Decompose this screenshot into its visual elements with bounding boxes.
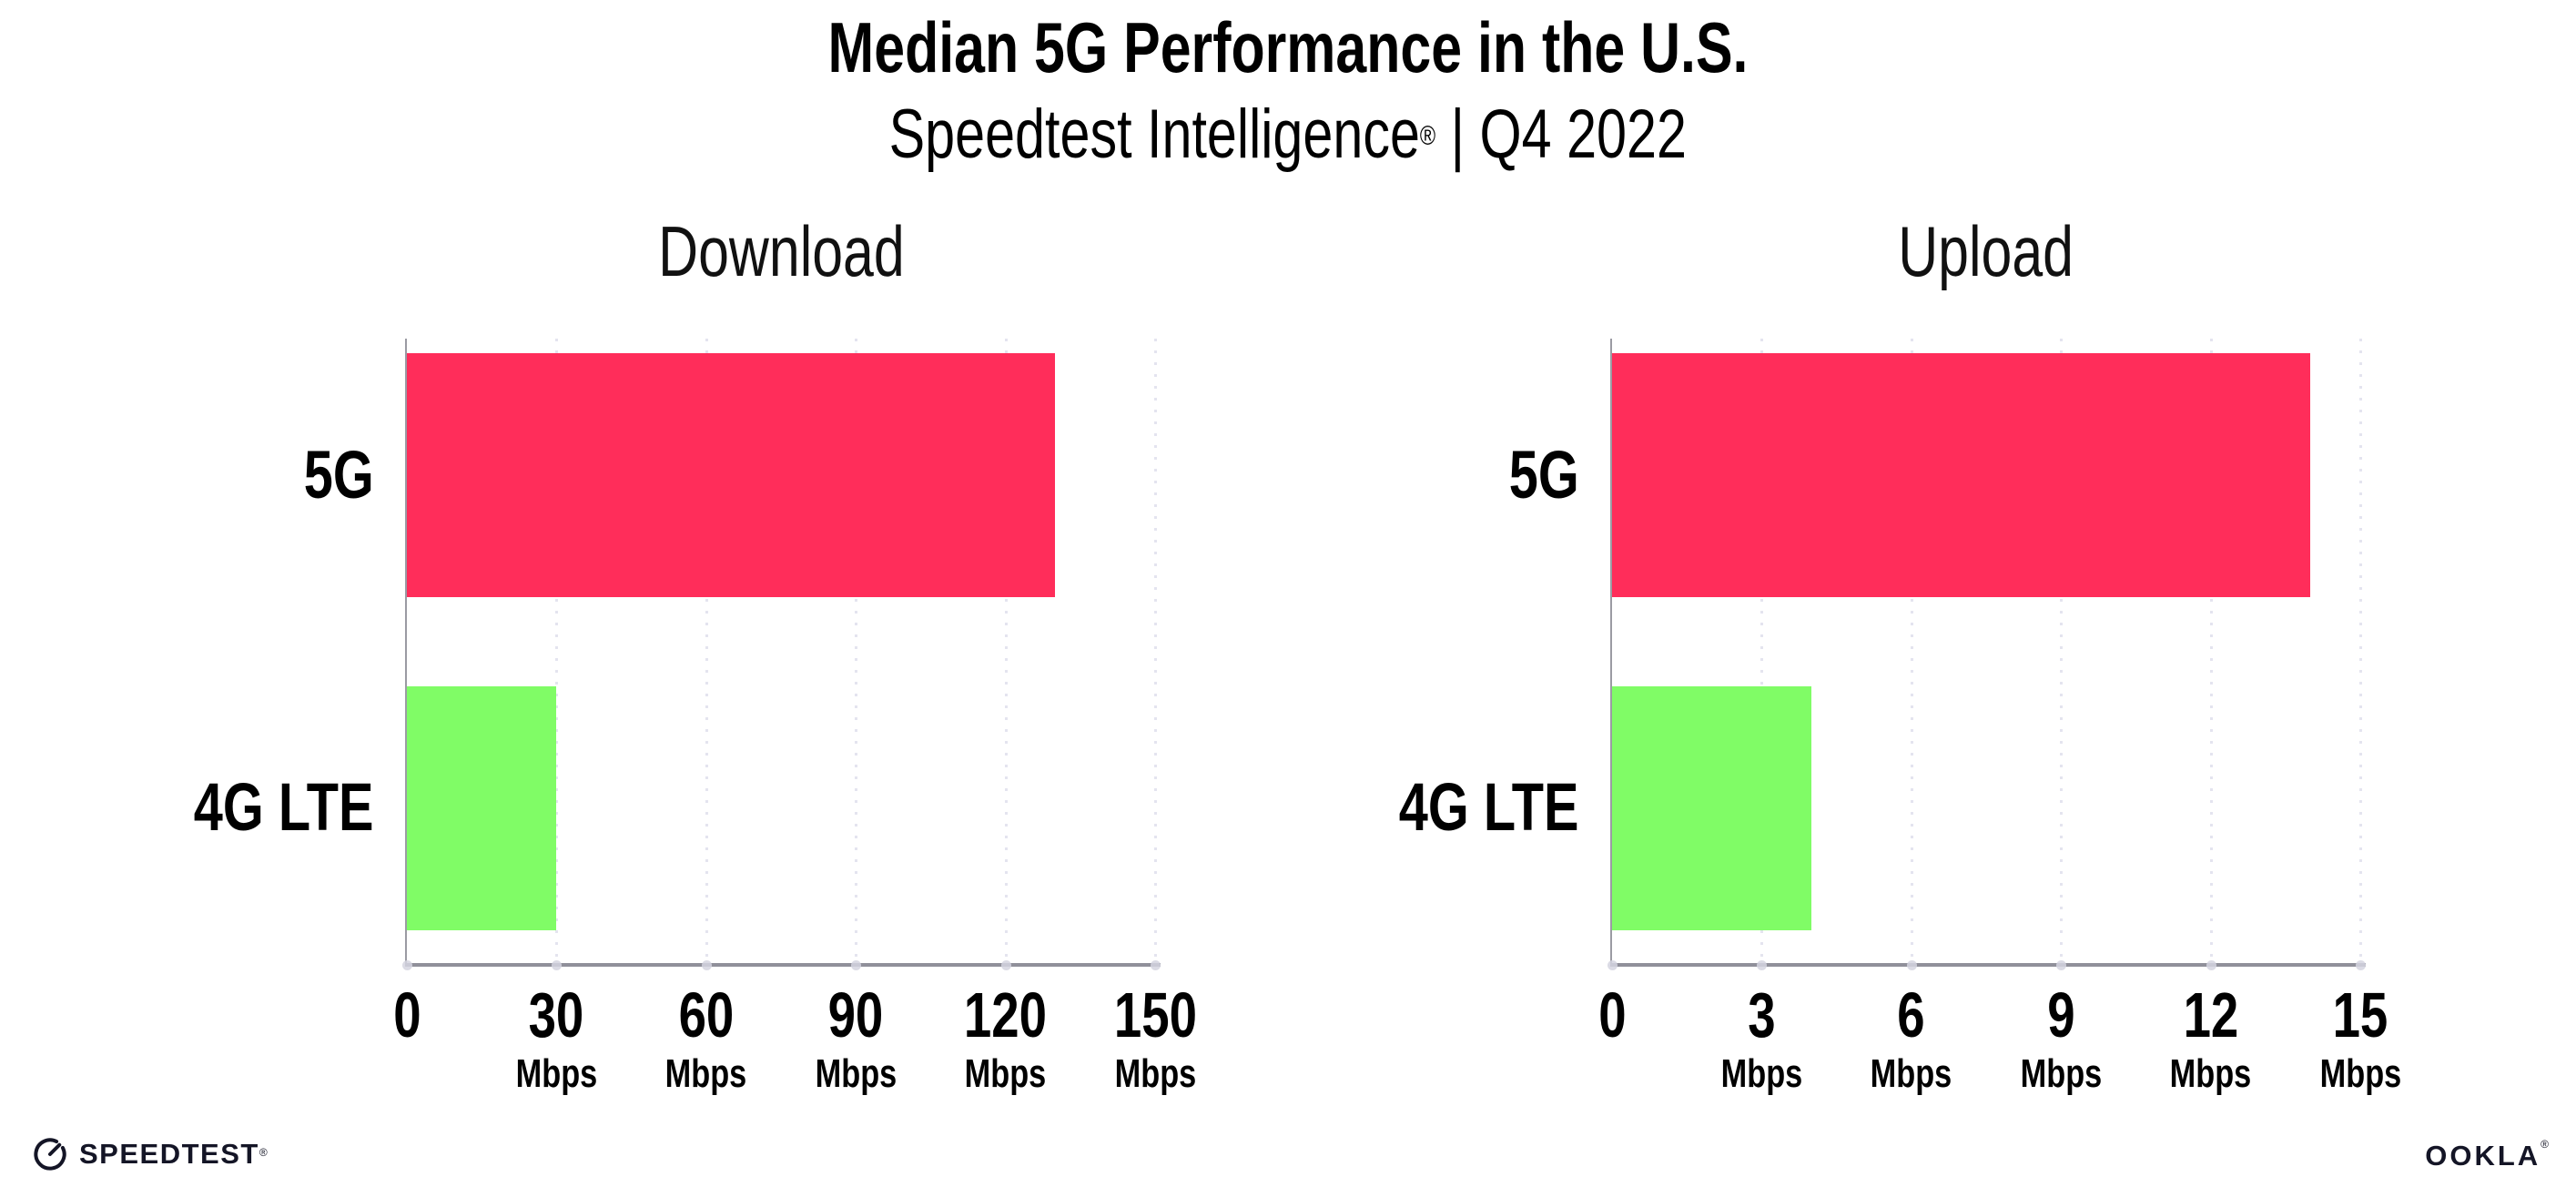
x-tick: 90 Mbps [746, 979, 965, 1096]
download-chart: Download 5G 4G LTE 0 [194, 209, 1197, 1096]
x-tick: 30 Mbps [447, 979, 665, 1096]
axis-tick-dot [701, 960, 712, 970]
x-tick-label: 90 [827, 979, 884, 1050]
chart-title-text: Download [657, 211, 905, 291]
subtitle: Speedtest Intelligence® | Q4 2022 [0, 91, 2576, 178]
speedtest-gauge-icon [34, 1138, 66, 1171]
upload-plot-area: 5G 4G LTE 0 3 Mbps 6 Mbps 9 Mbps 1 [1399, 339, 2401, 1096]
axis-tick-dot [1607, 960, 1618, 970]
upload-chart: Upload 5G 4G LTE 0 [1399, 209, 2401, 1096]
ookla-logo: OOKLA® [2425, 1138, 2549, 1172]
download-plot-area: 5G 4G LTE 0 30 Mbps 60 Mbps 90 Mbps [194, 339, 1197, 1096]
x-axis [1610, 963, 2366, 967]
gridline [555, 339, 559, 965]
x-tick-unit: Mbps [1870, 1051, 1952, 1096]
x-tick: 12 Mbps [2102, 979, 2320, 1096]
x-tick-unit: Mbps [664, 1051, 747, 1096]
axis-tick-dot [851, 960, 862, 970]
x-tick-label: 12 [2183, 979, 2238, 1050]
x-tick: 60 Mbps [597, 979, 816, 1096]
axis-tick-dot [1151, 960, 1161, 970]
x-tick-unit: Mbps [2319, 1051, 2401, 1096]
x-tick: 120 Mbps [897, 979, 1115, 1096]
gridline [1910, 339, 1913, 965]
axis-tick-dot [2206, 960, 2216, 970]
x-tick-unit: Mbps [815, 1051, 897, 1096]
gridline [2209, 339, 2213, 965]
x-tick-label: 150 [1113, 979, 1197, 1050]
gridline [855, 339, 858, 965]
registered-mark-icon: ® [2541, 1138, 2549, 1151]
page-title-text: Median 5G Performance in the U.S. [827, 7, 1749, 87]
x-tick-unit: Mbps [2169, 1051, 2252, 1096]
x-tick: 9 Mbps [1952, 979, 2170, 1096]
upload-chart-title: Upload [1612, 209, 2360, 293]
gridline [2359, 339, 2362, 965]
gridline [1760, 339, 1764, 965]
category-label-4g-lte: 4G LTE [143, 768, 374, 845]
axis-tick-dot [1000, 960, 1011, 970]
x-tick-label: 9 [2047, 979, 2075, 1050]
x-tick-unit: Mbps [964, 1051, 1047, 1096]
x-axis [405, 963, 1161, 967]
category-label-text: 4G LTE [1399, 768, 1579, 845]
x-tick-unit: Mbps [1720, 1051, 1803, 1096]
x-tick: 15 Mbps [2251, 979, 2470, 1096]
axis-tick-dot [402, 960, 412, 970]
x-tick-unit: Mbps [2020, 1051, 2102, 1096]
x-tick-unit: Mbps [515, 1051, 598, 1096]
x-tick-label: 60 [678, 979, 735, 1050]
registered-mark-icon: ® [259, 1146, 268, 1159]
x-tick: 150 Mbps [1046, 979, 1264, 1096]
axis-tick-dot [552, 960, 563, 970]
category-label-text: 5G [1508, 436, 1579, 512]
x-tick: 0 [298, 979, 516, 1096]
axis-tick-dot [2056, 960, 2067, 970]
x-tick-unit: Mbps [1114, 1051, 1196, 1096]
gridline [705, 339, 708, 965]
x-tick-label: 15 [2332, 979, 2388, 1050]
registered-mark-icon: ® [1420, 121, 1436, 151]
speedtest-wordmark: SPEEDTEST [79, 1138, 259, 1170]
download-chart-title: Download [407, 209, 1155, 293]
x-tick-label: 0 [392, 979, 421, 1050]
bar-4g-lte [1612, 685, 1812, 931]
x-tick: 0 [1503, 979, 1721, 1096]
ookla-wordmark: OOKLA [2425, 1140, 2541, 1172]
axis-tick-dot [2356, 960, 2366, 970]
x-tick-label: 3 [1748, 979, 1776, 1050]
y-axis [405, 339, 407, 965]
subtitle-brand: Speedtest Intelligence [888, 96, 1421, 173]
x-tick: 6 Mbps [1802, 979, 2021, 1096]
category-label-4g-lte: 4G LTE [1348, 768, 1579, 845]
x-tick-label: 120 [964, 979, 1048, 1050]
gridline [2060, 339, 2064, 965]
axis-tick-dot [1906, 960, 1917, 970]
category-label-text: 5G [303, 436, 374, 512]
axis-tick-dot [1757, 960, 1768, 970]
page-title: Median 5G Performance in the U.S. [0, 5, 2576, 89]
x-tick-label: 30 [529, 979, 584, 1050]
category-label-5g: 5G [1489, 441, 1579, 509]
speedtest-logo: SPEEDTEST ® [32, 1136, 268, 1172]
category-label-text: 4G LTE [194, 768, 374, 845]
y-axis [1610, 339, 1612, 965]
chart-title-text: Upload [1898, 211, 2074, 291]
x-tick-label: 6 [1897, 979, 1925, 1050]
x-tick: 3 Mbps [1652, 979, 1871, 1096]
bar-4g-lte [407, 685, 557, 931]
bar-5g [1612, 352, 2311, 598]
gridline [1154, 339, 1157, 965]
x-tick-label: 0 [1597, 979, 1627, 1050]
bar-5g [407, 352, 1056, 598]
subtitle-period: | Q4 2022 [1435, 96, 1688, 173]
subtitle-text: Speedtest Intelligence® | Q4 2022 [889, 91, 1687, 178]
gridline [1004, 339, 1008, 965]
category-label-5g: 5G [284, 441, 374, 509]
